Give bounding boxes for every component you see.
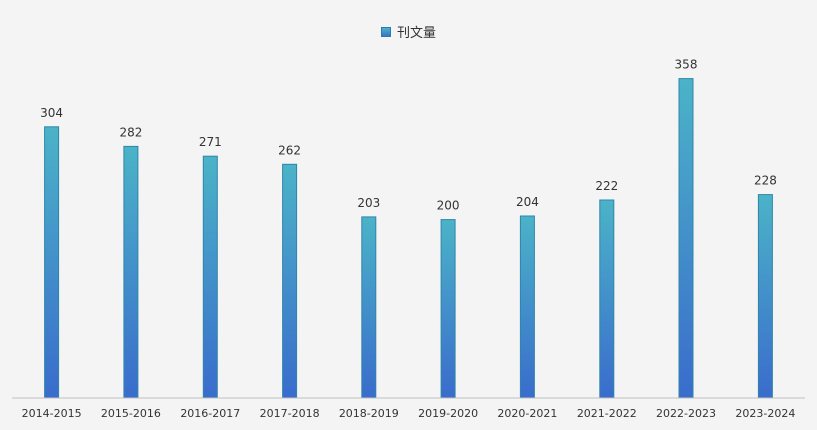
bar-2023-2024	[757, 194, 773, 399]
bars-layer	[44, 78, 773, 399]
legend-label: 刊文量	[396, 26, 436, 41]
bar-2021-2022	[599, 199, 615, 399]
data-label-2015-2016: 282	[119, 125, 142, 139]
bar-2020-2021	[519, 215, 535, 399]
data-label-2014-2015: 304	[40, 106, 63, 120]
data-label-2016-2017: 271	[199, 135, 222, 149]
legend-swatch	[380, 26, 391, 37]
data-label-2019-2020: 200	[437, 199, 460, 213]
data-label-2020-2021: 204	[516, 195, 539, 209]
bar-2018-2019	[361, 216, 377, 399]
x-tick-label-2021-2022: 2021-2022	[577, 407, 637, 420]
data-label-2017-2018: 262	[278, 143, 301, 157]
tick-labels-layer: 2014-2015 2015-2016 2016-2017 2017-2018 2018…	[22, 407, 796, 420]
data-label-2023-2024: 228	[754, 174, 777, 188]
bar-2014-2015	[44, 126, 60, 399]
legend: 刊文量	[0, 22, 817, 41]
x-tick-label-2019-2020: 2019-2020	[418, 407, 478, 420]
x-tick-label-2020-2021: 2020-2021	[497, 407, 557, 420]
value-labels-layer: 304 282 271 262 203 200 204 222 358 228	[40, 58, 777, 213]
bar-2016-2017	[202, 155, 218, 399]
x-tick-label-2023-2024: 2023-2024	[735, 407, 795, 420]
x-tick-label-2016-2017: 2016-2017	[180, 407, 240, 420]
data-label-2022-2023: 358	[675, 58, 698, 72]
data-label-2018-2019: 203	[357, 196, 380, 210]
x-tick-label-2014-2015: 2014-2015	[22, 407, 82, 420]
bar-2019-2020	[440, 219, 456, 399]
x-tick-label-2018-2019: 2018-2019	[339, 407, 399, 420]
data-label-2021-2022: 222	[595, 179, 618, 193]
x-tick-label-2017-2018: 2017-2018	[260, 407, 320, 420]
x-tick-label-2022-2023: 2022-2023	[656, 407, 716, 420]
bar-2017-2018	[282, 163, 298, 399]
bar-2015-2016	[123, 145, 139, 399]
x-tick-label-2015-2016: 2015-2016	[101, 407, 161, 420]
bar-2022-2023	[678, 78, 694, 399]
